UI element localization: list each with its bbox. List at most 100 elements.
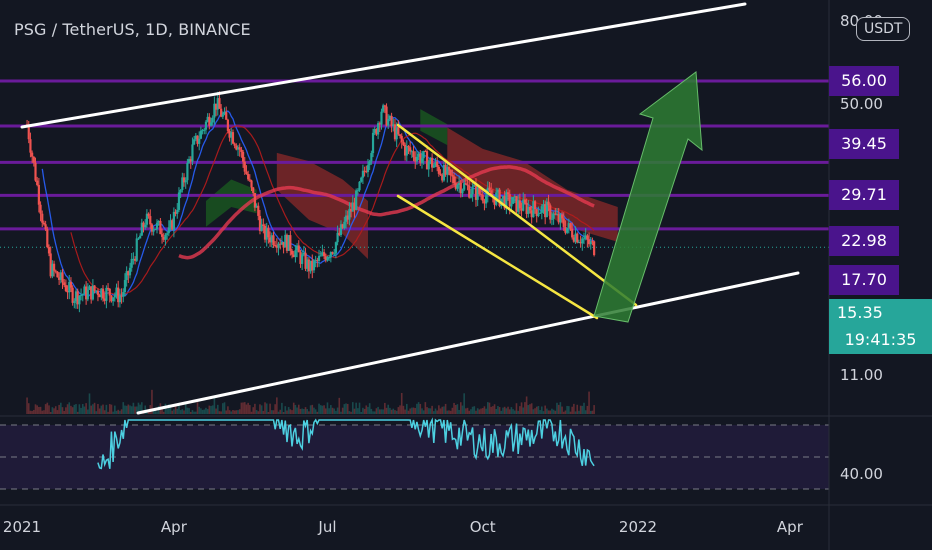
candle-body (133, 258, 137, 261)
candle-body (343, 221, 346, 229)
candle-body (522, 199, 525, 211)
candle-body (52, 263, 56, 271)
level-label: 29.71 (829, 180, 899, 210)
rsi-axis-tick: 40.00 (840, 465, 883, 483)
volume-bar (549, 410, 552, 414)
candle-body (49, 253, 52, 277)
volume-bar (360, 411, 363, 414)
volume-bar (112, 411, 114, 414)
volume-bar (125, 405, 128, 414)
candle-body (140, 222, 143, 236)
volume-bar (581, 405, 584, 414)
volume-bar (179, 410, 182, 414)
volume-bar (397, 407, 400, 414)
volume-bar (547, 410, 550, 414)
volume-bar (378, 409, 381, 414)
candle-body (270, 235, 273, 243)
candle-body (566, 227, 569, 233)
volume-bar (71, 407, 74, 414)
candle-body (221, 114, 224, 117)
volume-bar (488, 402, 491, 414)
volume-bar (338, 397, 341, 414)
candle-body (179, 189, 182, 193)
candle-body (304, 252, 307, 269)
candle-body (328, 256, 331, 258)
candle-body (339, 224, 343, 236)
volume-bar (108, 404, 111, 414)
volume-bar (124, 405, 126, 414)
volume-bar (178, 402, 180, 414)
candle-body (515, 196, 518, 212)
volume-bar (83, 406, 86, 414)
volume-bar (588, 391, 590, 414)
volume-bar (328, 408, 330, 414)
volume-bar (102, 404, 104, 414)
volume-bar (306, 409, 309, 414)
candle-body (527, 206, 530, 214)
candle-body (549, 205, 552, 220)
time-axis-tick: Oct (470, 518, 496, 536)
candle-body (191, 144, 194, 162)
volume-bar (61, 407, 64, 414)
volume-bar (176, 408, 179, 414)
candle-body (132, 258, 135, 260)
candle-body (498, 189, 501, 207)
candle-body (275, 245, 278, 248)
volume-bar (287, 407, 290, 414)
volume-bar (363, 408, 366, 414)
candle-body (248, 179, 251, 181)
volume-bar (249, 405, 251, 414)
volume-bar (343, 404, 346, 414)
candle-body (74, 291, 78, 302)
candle-body (66, 291, 69, 293)
candle-body (535, 209, 538, 217)
volume-bar (98, 408, 101, 414)
volume-bar (473, 406, 476, 414)
volume-bar (168, 404, 170, 414)
candle-body (46, 229, 49, 248)
volume-bar (60, 402, 62, 414)
candle-body (42, 222, 46, 225)
volume-bar (367, 406, 369, 414)
volume-bar (200, 408, 202, 414)
volume-bar (134, 406, 136, 414)
candle-body (593, 241, 596, 256)
volume-bar (314, 409, 317, 414)
candle-body (559, 214, 562, 223)
volume-bar (568, 406, 570, 414)
volume-bar (88, 393, 91, 414)
ichimoku-cloud-bear (447, 127, 618, 242)
candle-body (338, 232, 341, 236)
candle-body (469, 194, 473, 198)
candle-body (528, 206, 532, 211)
candle-body (171, 220, 174, 230)
candle-body (404, 144, 407, 156)
currency-button[interactable]: USDT (856, 17, 911, 41)
candle-body (262, 224, 265, 226)
candle-body (169, 220, 172, 228)
candle-body (125, 271, 128, 281)
candle-body (449, 169, 452, 176)
volume-bar (443, 406, 445, 414)
candle-body (508, 194, 511, 207)
candle-body (577, 242, 581, 244)
volume-bar (154, 408, 157, 414)
candle-body (479, 194, 483, 196)
volume-bar (412, 407, 415, 414)
volume-bar (85, 403, 87, 414)
countdown-badge: 19:41:35 (829, 326, 932, 354)
volume-bar (490, 406, 492, 414)
candle-body (434, 161, 437, 166)
volume-bar (483, 406, 486, 414)
candle-body (341, 224, 344, 229)
candle-body (34, 162, 37, 181)
volume-bar (463, 393, 465, 414)
volume-bar (216, 404, 219, 414)
candle-body (584, 235, 587, 239)
candle-body (544, 204, 547, 218)
candle-body (287, 235, 290, 251)
candle-body (400, 135, 403, 142)
volume-bar (527, 405, 530, 414)
volume-bar (38, 407, 40, 414)
